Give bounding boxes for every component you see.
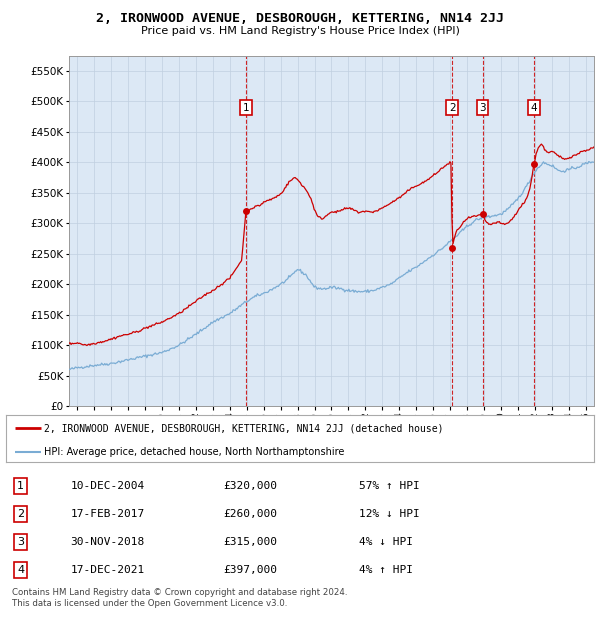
Text: HPI: Average price, detached house, North Northamptonshire: HPI: Average price, detached house, Nort… bbox=[44, 446, 344, 457]
Text: £320,000: £320,000 bbox=[224, 480, 278, 490]
Text: 1: 1 bbox=[242, 102, 249, 113]
Text: 2, IRONWOOD AVENUE, DESBOROUGH, KETTERING, NN14 2JJ: 2, IRONWOOD AVENUE, DESBOROUGH, KETTERIN… bbox=[96, 12, 504, 25]
Text: Price paid vs. HM Land Registry's House Price Index (HPI): Price paid vs. HM Land Registry's House … bbox=[140, 26, 460, 36]
Text: 2: 2 bbox=[449, 102, 455, 113]
Text: £315,000: £315,000 bbox=[224, 537, 278, 547]
Text: 10-DEC-2004: 10-DEC-2004 bbox=[71, 480, 145, 490]
Text: This data is licensed under the Open Government Licence v3.0.: This data is licensed under the Open Gov… bbox=[12, 599, 287, 608]
Text: £397,000: £397,000 bbox=[224, 565, 278, 575]
Text: 30-NOV-2018: 30-NOV-2018 bbox=[71, 537, 145, 547]
Text: 3: 3 bbox=[479, 102, 486, 113]
Text: 4: 4 bbox=[531, 102, 538, 113]
Text: 17-FEB-2017: 17-FEB-2017 bbox=[71, 509, 145, 519]
Text: 17-DEC-2021: 17-DEC-2021 bbox=[71, 565, 145, 575]
Text: 4% ↑ HPI: 4% ↑ HPI bbox=[359, 565, 413, 575]
Text: 2: 2 bbox=[17, 509, 24, 519]
Text: £260,000: £260,000 bbox=[224, 509, 278, 519]
Text: 3: 3 bbox=[17, 537, 24, 547]
Text: Contains HM Land Registry data © Crown copyright and database right 2024.: Contains HM Land Registry data © Crown c… bbox=[12, 588, 347, 597]
Text: 12% ↓ HPI: 12% ↓ HPI bbox=[359, 509, 419, 519]
Text: 4% ↓ HPI: 4% ↓ HPI bbox=[359, 537, 413, 547]
Text: 57% ↑ HPI: 57% ↑ HPI bbox=[359, 480, 419, 490]
Text: 2, IRONWOOD AVENUE, DESBOROUGH, KETTERING, NN14 2JJ (detached house): 2, IRONWOOD AVENUE, DESBOROUGH, KETTERIN… bbox=[44, 423, 444, 433]
Text: 4: 4 bbox=[17, 565, 24, 575]
Text: 1: 1 bbox=[17, 480, 24, 490]
